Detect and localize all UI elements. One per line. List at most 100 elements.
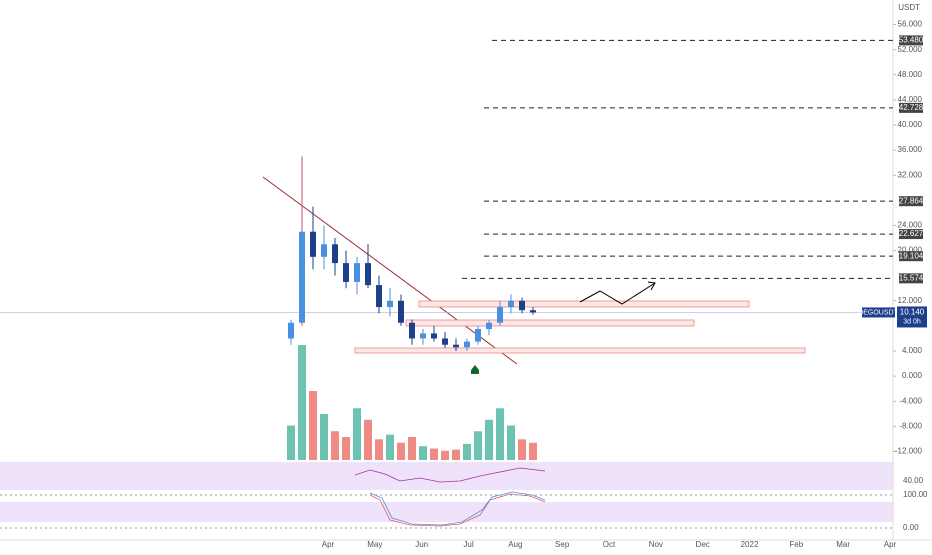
candle-body	[376, 285, 382, 308]
volume-bar	[397, 442, 405, 460]
candle-body	[464, 341, 470, 348]
level-badge	[899, 196, 923, 207]
y-tick-label: 52.000	[898, 45, 923, 54]
candle-body	[365, 263, 371, 286]
y-tick-label: 32.000	[898, 170, 923, 179]
candle-body	[431, 333, 437, 339]
candle-body	[321, 244, 327, 257]
zone	[354, 347, 806, 354]
volume-bar	[452, 449, 460, 460]
volume-bar	[529, 442, 537, 460]
stoch-pane	[0, 502, 893, 522]
candle-body	[519, 300, 525, 311]
x-tick-label: Dec	[696, 540, 710, 549]
volume-bar	[309, 391, 317, 460]
x-tick-label: Nov	[649, 540, 663, 549]
y-tick-label: -4.000	[899, 396, 922, 405]
volume-bar	[353, 408, 361, 460]
candle-body	[299, 231, 305, 323]
level-label: 15.574	[899, 273, 924, 282]
volume-bar	[298, 345, 306, 460]
level-label: 22.627	[899, 229, 924, 238]
x-tick-label: Jun	[415, 540, 428, 549]
x-tick-label: Aug	[508, 540, 522, 549]
candle-body	[343, 263, 349, 282]
y-tick-label: -8.000	[899, 421, 922, 430]
candle-body	[310, 231, 316, 257]
y-tick-label: 36.000	[898, 145, 923, 154]
level-label: 27.864	[899, 196, 924, 205]
volume-bar	[342, 437, 350, 460]
x-tick-label: 2022	[741, 540, 759, 549]
y-tick-label: 4.000	[902, 346, 923, 355]
y-tick-label: 20.000	[898, 246, 923, 255]
volume-bar	[518, 439, 526, 460]
candle-body	[387, 300, 393, 308]
candle-body	[497, 307, 503, 323]
candle-body	[354, 263, 360, 282]
candle-body	[442, 338, 448, 345]
x-tick-label: Apr	[322, 540, 335, 549]
y-tick-label: 56.000	[898, 20, 923, 29]
level-badge	[899, 251, 923, 262]
rsi-line	[354, 467, 546, 483]
x-tick-label: Apr	[884, 540, 897, 549]
candle-body	[398, 300, 404, 323]
level-label: 53.480	[899, 35, 924, 44]
volume-bar	[287, 425, 295, 460]
last-price-label: 10.140	[900, 308, 925, 317]
volume-bar	[441, 450, 449, 460]
stoch-tick-label: 0.00	[903, 523, 919, 532]
signal-icon	[471, 365, 479, 374]
y-tick-label: 12.000	[898, 296, 923, 305]
candle-body	[332, 244, 338, 264]
trend-line	[262, 176, 518, 365]
symbol-badge	[862, 307, 895, 318]
arrow-head	[647, 281, 656, 291]
symbol-label: DEGOUSDT	[858, 309, 898, 316]
volume-bar	[430, 448, 438, 460]
level-label: 42.728	[899, 103, 924, 112]
y-tick-label: 48.000	[898, 70, 923, 79]
volume-bar	[331, 431, 339, 460]
x-tick-label: May	[367, 540, 382, 549]
stoch-signal	[369, 491, 546, 526]
candle-body	[453, 344, 459, 348]
x-tick-label: Sep	[555, 540, 570, 549]
price-badge	[897, 306, 927, 328]
candle-body	[409, 322, 415, 339]
rsi-pane	[0, 462, 893, 490]
volume-bar	[320, 414, 328, 460]
level-label: 19.104	[899, 251, 924, 260]
rsi-tick-label: 40.00	[903, 476, 924, 485]
candle-body	[530, 310, 536, 313]
candle-body	[486, 322, 492, 330]
zone	[418, 300, 750, 308]
currency: USDT	[898, 3, 920, 12]
volume-bar	[386, 434, 394, 460]
x-tick-label: Jul	[463, 540, 473, 549]
candle-body	[420, 333, 426, 339]
x-tick-label: Oct	[603, 540, 616, 549]
y-tick-label: 40.000	[898, 120, 923, 129]
y-tick-label: 0.000	[902, 371, 923, 380]
level-badge	[899, 229, 923, 240]
y-tick-label: -12.000	[895, 447, 923, 456]
projection-arrow	[579, 282, 656, 305]
volume-bar	[408, 437, 416, 460]
volume-bar	[419, 446, 427, 460]
volume-bar	[375, 439, 383, 460]
volume-bar	[496, 408, 504, 460]
interval-label: 3d 0h	[903, 318, 921, 325]
volume-bar	[485, 419, 493, 460]
volume-bar	[474, 431, 482, 460]
zone	[405, 319, 695, 327]
volume-bar	[463, 443, 471, 460]
candle-body	[508, 300, 514, 308]
x-tick-label: Mar	[836, 540, 850, 549]
candle-body	[475, 329, 481, 342]
level-badge	[899, 35, 923, 46]
candle-body	[288, 322, 294, 339]
y-tick-label: 24.000	[898, 221, 923, 230]
